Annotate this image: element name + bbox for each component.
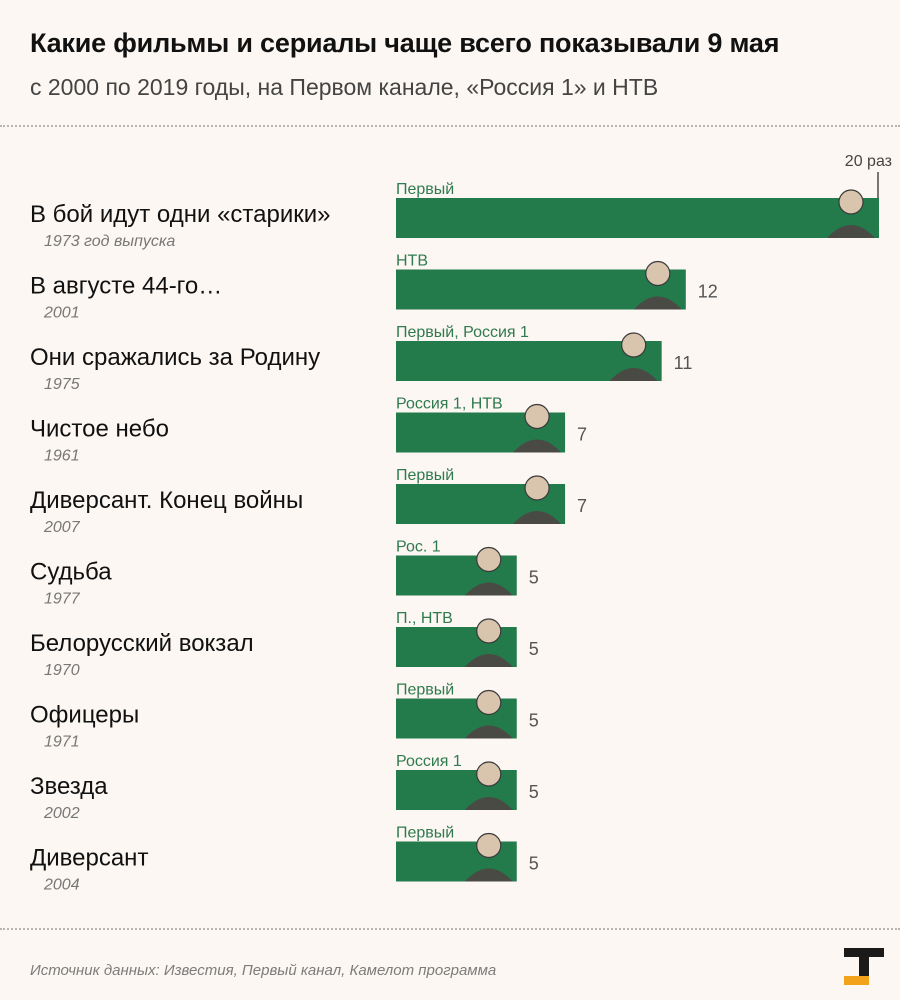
film-title: Судьба [30, 559, 112, 586]
film-year: 1975 [44, 376, 80, 393]
channel-label: Россия 1, НТВ [396, 396, 503, 413]
film-title: Звезда [30, 773, 108, 800]
actor-shoulders-icon [609, 368, 658, 381]
actor-portrait-icon [645, 260, 671, 287]
actor-shoulders-icon [464, 725, 513, 739]
channel-label: П., НТВ [396, 610, 453, 627]
film-title: В бой идут одни «старики» [30, 201, 331, 228]
actor-portrait-icon [476, 761, 502, 787]
bar-value-label: 7 [577, 425, 587, 445]
film-title: Чистое небо [30, 416, 169, 443]
bar-chart: 20 раз В бой идут одни «старики» 1973 год … [30, 153, 892, 894]
top-divider [0, 125, 900, 127]
channel-label: Первый [396, 682, 454, 699]
film-year: 1970 [44, 662, 80, 679]
film-year: 2002 [43, 805, 80, 822]
chart-title: Какие фильмы и сериалы чаще всего показы… [30, 28, 780, 58]
bar [396, 269, 686, 310]
actor-portrait-icon [621, 332, 647, 358]
channel-label: Первый [396, 467, 454, 484]
actor-shoulders-icon [633, 296, 682, 310]
bar-value-label: 5 [529, 782, 539, 802]
actor-shoulders-icon [464, 797, 513, 810]
chart-subtitle: с 2000 по 2019 годы, на Первом канале, «… [30, 74, 659, 100]
publisher-logo-icon [844, 948, 884, 985]
film-title: В августе 44-го… [30, 273, 222, 300]
actor-portrait-icon [476, 546, 502, 573]
film-year: 2007 [43, 519, 81, 536]
actor-shoulders-icon [464, 582, 513, 596]
actor-portrait-icon [524, 403, 550, 430]
channel-label: Первый [396, 181, 454, 198]
actor-shoulders-icon [513, 511, 562, 524]
source-note: Источник данных: Известия, Первый канал,… [30, 962, 497, 979]
actor-shoulders-icon [464, 654, 513, 667]
film-title: Диверсант [30, 845, 148, 872]
max-value-label: 20 раз [845, 153, 892, 170]
actor-shoulders-icon [827, 225, 875, 238]
actor-portrait-icon [838, 189, 864, 215]
bottom-divider [0, 928, 900, 930]
actor-portrait-icon [524, 475, 550, 501]
film-year: 1961 [44, 448, 80, 465]
film-year: 1977 [44, 591, 81, 608]
film-title: Белорусский вокзал [30, 630, 254, 657]
channel-label: Первый [396, 825, 454, 842]
bar-value-label: 5 [529, 568, 539, 588]
channel-label: Рос. 1 [396, 539, 441, 556]
bar-value-label: 7 [577, 496, 587, 516]
actor-portrait-icon [476, 618, 502, 644]
actor-portrait-icon [476, 832, 502, 859]
bar-value-label: 5 [529, 854, 539, 874]
film-year: 2004 [43, 877, 80, 894]
bar [396, 198, 879, 238]
film-year: 2001 [43, 305, 80, 322]
bar-value-label: 12 [698, 282, 718, 302]
film-title: Диверсант. Конец войны [30, 487, 303, 514]
film-title: Они сражались за Родину [30, 344, 320, 371]
channel-label: Первый, Россия 1 [396, 324, 529, 341]
film-title: Офицеры [30, 702, 139, 729]
actor-shoulders-icon [464, 868, 513, 882]
film-year: 1973 год выпуска [44, 233, 175, 250]
actor-shoulders-icon [513, 439, 562, 453]
bar-value-label: 11 [674, 353, 693, 373]
bar-value-label: 5 [529, 639, 539, 659]
channel-label: НТВ [396, 253, 428, 270]
actor-portrait-icon [476, 689, 502, 716]
channel-label: Россия 1 [396, 753, 462, 770]
film-year: 1971 [44, 734, 80, 751]
bar-value-label: 5 [529, 711, 539, 731]
